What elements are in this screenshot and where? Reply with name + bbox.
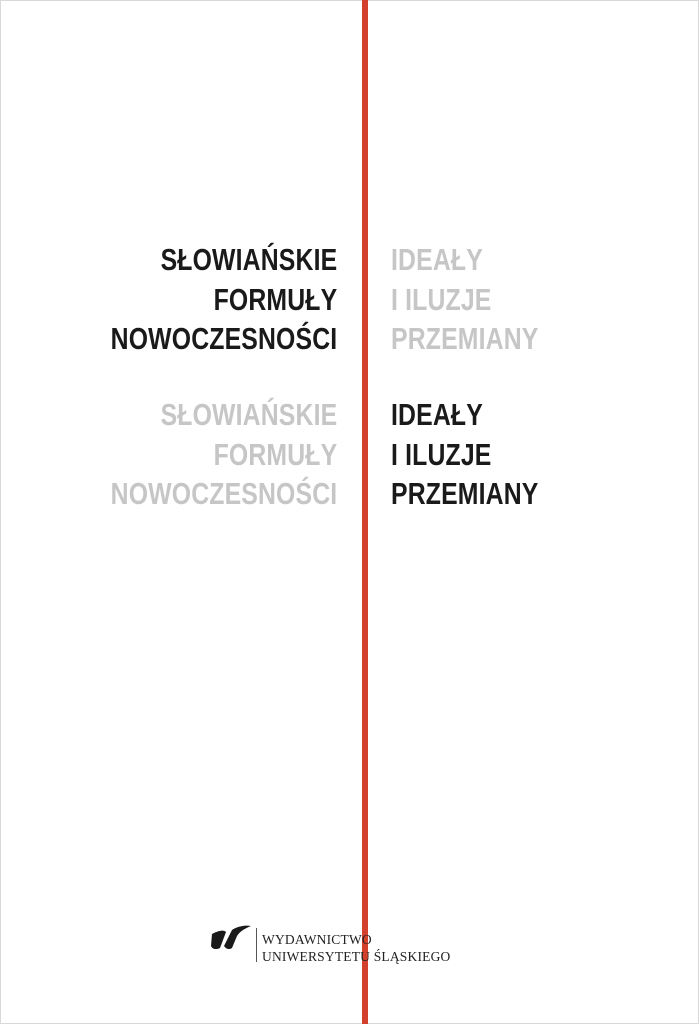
title-right-grey: IDEAŁY I ILUZJE PRZEMIANY bbox=[391, 240, 575, 359]
publisher-name: WYDAWNICTWO UNIWERSYTETU ŚLĄSKIEGO bbox=[262, 931, 451, 965]
title-line: NOWOCZESNOŚCI bbox=[110, 476, 337, 511]
title-line: PRZEMIANY bbox=[391, 476, 539, 511]
logo-separator bbox=[256, 928, 257, 962]
title-left-dark: SŁOWIAŃSKIE FORMUŁY NOWOCZESNOŚCI bbox=[54, 240, 337, 359]
title-line: I ILUZJE bbox=[391, 281, 492, 317]
title-left-grey: SŁOWIAŃSKIE FORMUŁY NOWOCZESNOŚCI bbox=[54, 395, 337, 514]
title-line: I ILUZJE bbox=[391, 436, 492, 472]
title-line: FORMUŁY bbox=[213, 436, 337, 472]
publisher-line: UNIWERSYTETU ŚLĄSKIEGO bbox=[262, 949, 451, 964]
title-line: FORMUŁY bbox=[213, 281, 337, 317]
title-line: PRZEMIANY bbox=[391, 321, 539, 356]
publisher-logo-icon bbox=[211, 925, 251, 950]
title-right-dark: IDEAŁY I ILUZJE PRZEMIANY bbox=[391, 395, 575, 514]
title-line: IDEAŁY bbox=[391, 397, 483, 432]
title-line: NOWOCZESNOŚCI bbox=[110, 321, 337, 356]
publisher-line: WYDAWNICTWO bbox=[262, 932, 372, 947]
red-divider-line bbox=[362, 0, 368, 1024]
title-line: SŁOWIAŃSKIE bbox=[160, 397, 337, 432]
title-line: SŁOWIAŃSKIE bbox=[160, 242, 337, 277]
title-line: IDEAŁY bbox=[391, 242, 483, 277]
